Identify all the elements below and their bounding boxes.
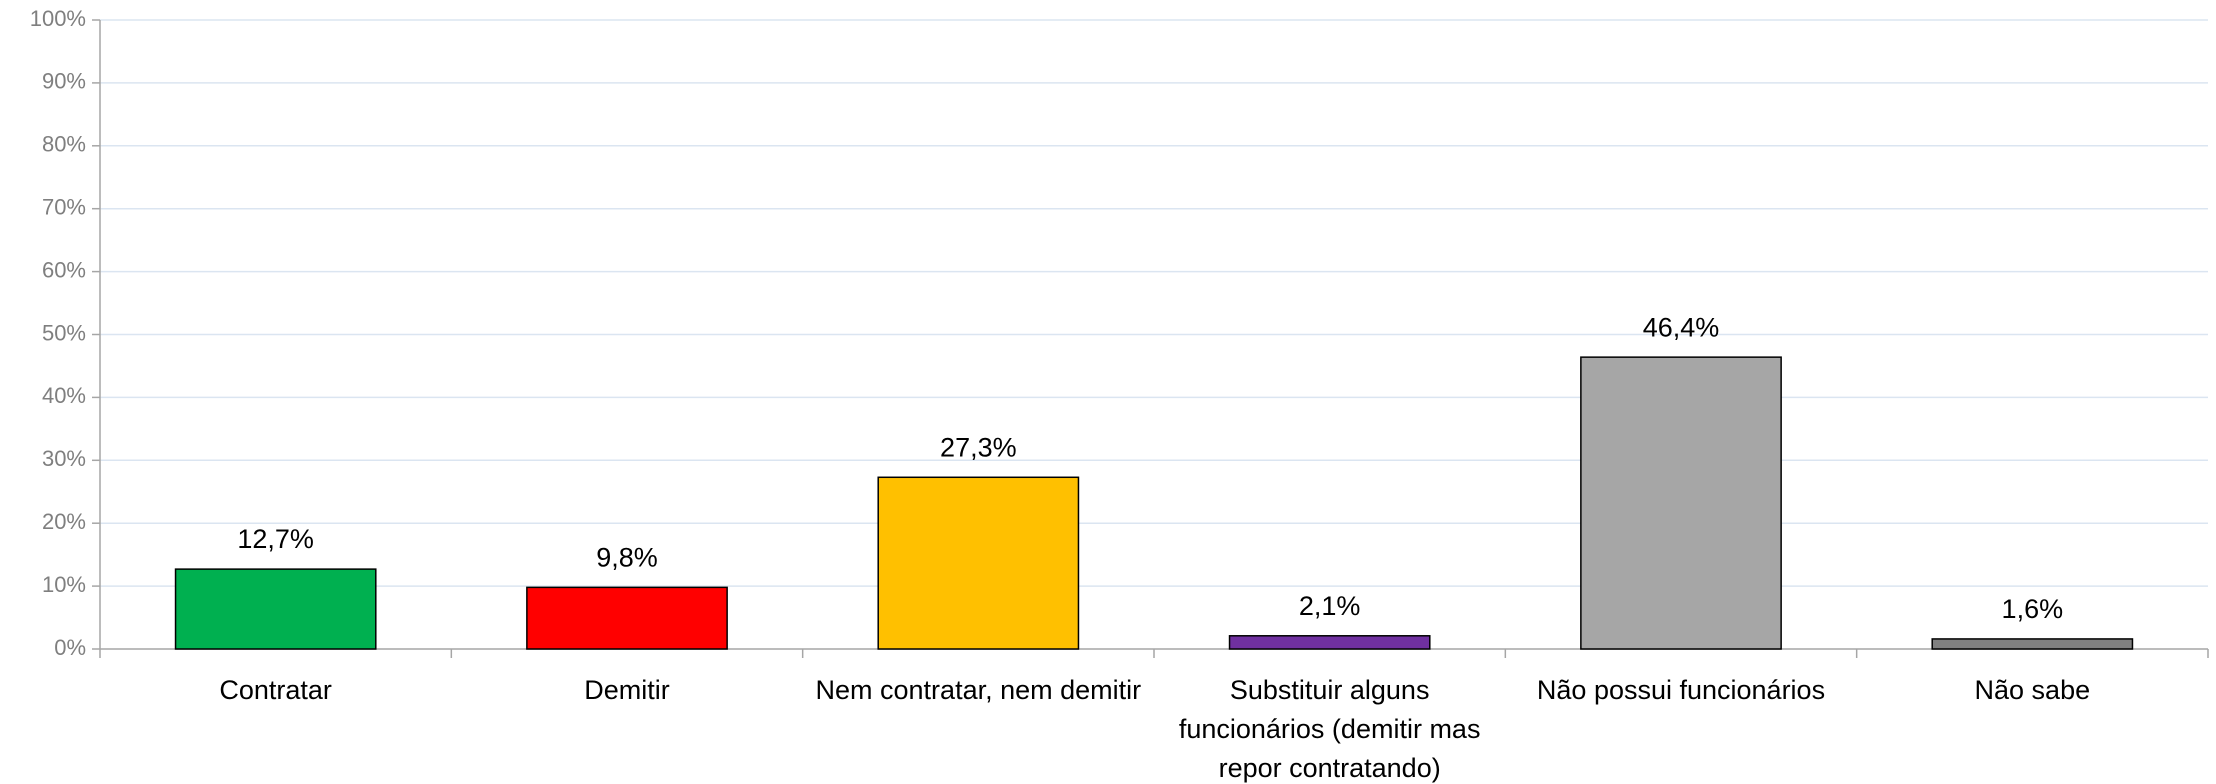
x-tick-label: Não possui funcionários bbox=[1536, 675, 1826, 705]
bar bbox=[1580, 356, 1782, 650]
bar bbox=[174, 568, 377, 650]
x-tick-label: Demitir bbox=[584, 675, 670, 705]
x-tick-label: Substituir alguns funcionários (demitir … bbox=[1178, 675, 1481, 783]
y-tick-label: 0% bbox=[54, 635, 86, 660]
y-tick-label: 30% bbox=[42, 446, 86, 471]
y-tick-label: 80% bbox=[42, 132, 86, 157]
y-tick-label: 20% bbox=[42, 509, 86, 534]
bar bbox=[1931, 638, 2134, 650]
value-label: 12,7% bbox=[237, 524, 314, 554]
y-tick-label: 10% bbox=[42, 572, 86, 597]
y-tick-label: 60% bbox=[42, 257, 86, 282]
x-tick-label: Nem contratar, nem demitir bbox=[815, 675, 1142, 705]
bar bbox=[877, 476, 1080, 650]
y-tick-label: 100% bbox=[30, 6, 86, 31]
bar bbox=[1228, 635, 1431, 650]
value-label: 9,8% bbox=[596, 542, 658, 572]
y-tick-label: 40% bbox=[42, 383, 86, 408]
y-tick-label: 50% bbox=[42, 320, 86, 345]
bar bbox=[526, 586, 728, 650]
y-tick-label: 90% bbox=[42, 69, 86, 94]
value-label: 1,6% bbox=[2002, 594, 2064, 624]
x-tick-label: Contratar bbox=[219, 675, 332, 705]
value-label: 46,4% bbox=[1643, 312, 1720, 342]
x-tick-label: Não sabe bbox=[1974, 675, 2091, 705]
y-tick-label: 70% bbox=[42, 195, 86, 220]
value-label: 27,3% bbox=[940, 432, 1017, 462]
value-label: 2,1% bbox=[1299, 591, 1361, 621]
